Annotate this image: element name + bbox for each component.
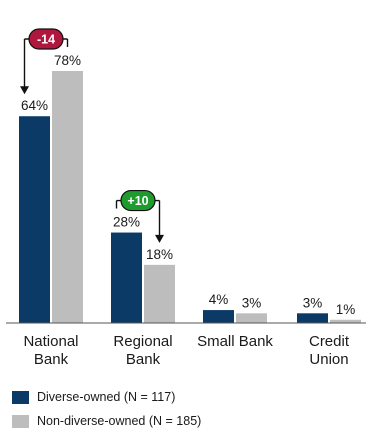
value-label-diverse-0: 64% <box>21 98 48 113</box>
annotation-badge-text-1: +10 <box>127 194 148 208</box>
x-tick-label-1-0: Regional <box>113 333 172 350</box>
value-label-non-diverse-2: 3% <box>242 295 262 310</box>
legend-swatch-non-diverse <box>12 414 29 428</box>
value-label-diverse-3: 3% <box>303 295 323 310</box>
annotation-arrow-head-0 <box>20 86 29 95</box>
value-label-diverse-2: 4% <box>209 292 229 307</box>
annotation-badge-text-0: -14 <box>37 33 55 47</box>
bar-non-diverse-2 <box>236 313 267 323</box>
x-tick-label-1-1: Bank <box>126 351 161 368</box>
bar-diverse-2 <box>203 310 234 323</box>
value-label-non-diverse-3: 1% <box>336 302 356 317</box>
legend-swatch-diverse <box>12 390 29 404</box>
x-tick-label-2-0: Small Bank <box>197 333 273 350</box>
bar-diverse-3 <box>297 313 328 323</box>
legend-item-non-diverse: Non-diverse-owned (N = 185) <box>12 414 201 428</box>
annotations-layer: -14 +10 <box>20 28 164 243</box>
x-tick-label-0-0: National <box>23 333 78 350</box>
annotation-badge-0 <box>28 28 64 50</box>
value-label-non-diverse-1: 18% <box>146 247 173 262</box>
value-labels-layer: 64% 78% 28% 18% 4% 3% 3% 1% <box>21 53 355 317</box>
bar-diverse-1 <box>111 232 142 323</box>
bar-non-diverse-1 <box>144 264 175 323</box>
legend-label-diverse: Diverse-owned (N = 117) <box>37 390 176 404</box>
bars-layer <box>19 71 361 323</box>
bar-non-diverse-0 <box>52 71 83 323</box>
legend-item-diverse: Diverse-owned (N = 117) <box>12 390 175 404</box>
x-tick-label-3-0: Credit <box>309 333 350 350</box>
annotation-badge-1 <box>120 189 156 212</box>
annotation-arrow-head-1 <box>155 234 164 243</box>
x-tick-label-3-1: Union <box>309 351 348 368</box>
value-label-diverse-1: 28% <box>113 215 140 230</box>
bar-non-diverse-3 <box>330 319 361 323</box>
x-tick-label-0-1: Bank <box>34 351 69 368</box>
legend-label-non-diverse: Non-diverse-owned (N = 185) <box>37 414 202 428</box>
bar-diverse-0 <box>19 116 50 323</box>
value-label-non-diverse-0: 78% <box>54 53 81 68</box>
